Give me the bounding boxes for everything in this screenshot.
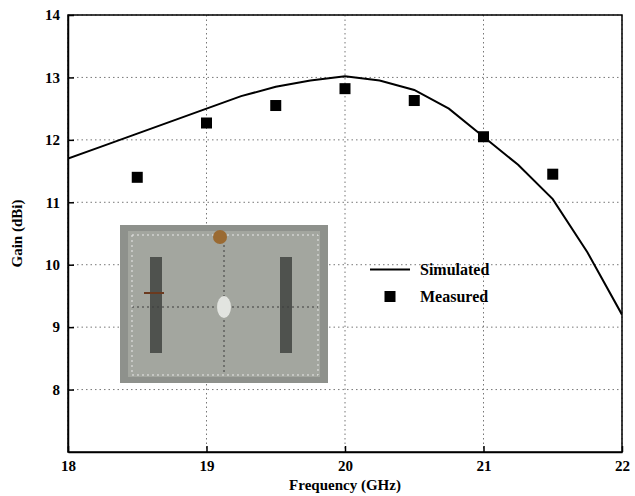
grid-line	[68, 139, 622, 140]
grid-line	[483, 15, 484, 452]
y-axis-title: Gain (dBi)	[9, 200, 26, 268]
tick-mark	[68, 202, 74, 204]
legend-item: Measured	[385, 288, 489, 305]
tick: 9	[53, 319, 75, 335]
chart: 18 19 20 21 22 8 9 10 11 12 13 14 Simulated Measured F…	[0, 0, 635, 496]
grid-line	[68, 202, 622, 203]
measured-point	[409, 95, 420, 106]
photo-slot	[280, 257, 292, 353]
data	[68, 76, 622, 314]
photo-vias	[132, 235, 318, 375]
x-axis-title: Frequency (GHz)	[289, 477, 401, 494]
photo-connector	[217, 296, 231, 318]
tick-mark	[68, 140, 74, 142]
tick-mark	[68, 15, 74, 17]
tick: 11	[46, 195, 74, 211]
tick-label: 10	[45, 257, 60, 273]
grid	[68, 15, 622, 452]
tick-label: 11	[46, 195, 60, 211]
tick: 19	[200, 446, 215, 474]
legend-symbol	[385, 291, 396, 302]
measured-point	[478, 131, 489, 142]
photo-surface	[128, 231, 320, 377]
tick-label: 13	[45, 70, 60, 86]
legend-symbol	[370, 269, 410, 271]
tick-label: 12	[45, 132, 60, 148]
tick: 8	[53, 382, 75, 398]
tick: 13	[45, 70, 74, 86]
legend-item: Simulated	[370, 261, 489, 278]
x-axis: 18 19 20 21 22	[61, 446, 630, 474]
tick-mark	[206, 446, 208, 452]
measured-point	[270, 100, 281, 111]
grid-line	[345, 15, 346, 452]
legend-label: Measured	[420, 288, 488, 305]
tick-label: 9	[53, 319, 61, 335]
tick-label: 22	[615, 458, 630, 474]
photo-wire	[144, 292, 164, 294]
plot-frame	[68, 15, 622, 452]
inset-photo	[120, 225, 328, 383]
y-axis: 8 9 10 11 12 13 14	[45, 7, 74, 452]
tick-label: 14	[45, 7, 61, 23]
tick: 21	[477, 446, 492, 474]
tick: 10	[45, 257, 74, 273]
legend-label: Simulated	[420, 261, 489, 278]
tick: 20	[338, 446, 353, 474]
measured-point	[547, 169, 558, 180]
tick-mark	[68, 77, 74, 79]
legend: Simulated Measured	[370, 261, 489, 305]
tick-mark	[622, 446, 624, 452]
tick: 14	[45, 7, 74, 23]
measured-point	[132, 172, 143, 183]
plot: 18 19 20 21 22 8 9 10 11 12 13 14 Simulated Measured	[45, 7, 630, 473]
photo-board	[120, 225, 328, 383]
tick-mark	[68, 389, 74, 391]
tick-label: 8	[53, 382, 61, 398]
tick-label: 19	[200, 458, 215, 474]
tick-mark	[483, 446, 485, 452]
tick-mark	[68, 327, 74, 329]
tick-label: 18	[61, 458, 76, 474]
axis-line	[68, 16, 70, 453]
tick: 12	[45, 132, 74, 148]
photo-solder	[213, 230, 227, 244]
tick: 22	[615, 446, 630, 474]
tick-mark	[68, 264, 74, 266]
measured-point	[201, 118, 212, 129]
tick-label: 21	[477, 458, 492, 474]
measured-point	[340, 83, 351, 94]
tick-label: 20	[338, 458, 353, 474]
grid-line	[68, 389, 622, 390]
tick-mark	[345, 446, 347, 452]
photo-slot	[150, 257, 162, 353]
simulated-line	[68, 76, 622, 314]
